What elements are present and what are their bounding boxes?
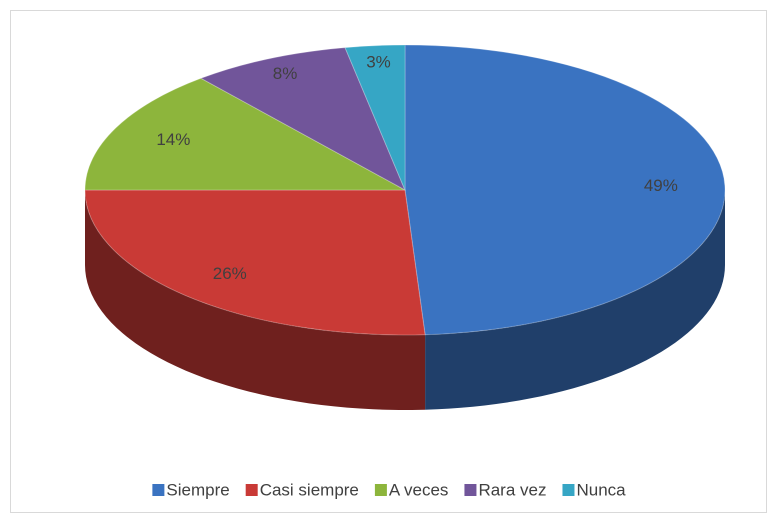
legend-label: A veces [389,480,449,499]
pie-slice [84,77,406,191]
legend-item: A veces [374,480,449,499]
pie-slice [84,189,426,336]
pie-slice [199,47,407,192]
legend-item: Nunca [562,480,626,499]
pie-slice [344,44,406,191]
legend-swatch [374,484,387,496]
data-label: 3% [366,52,391,71]
legend-label: Casi siempre [260,480,359,499]
pie-side [85,190,426,410]
legend-swatch [152,484,165,496]
pie-tops [84,44,726,336]
data-label: 14% [156,130,190,149]
pie-side [425,190,725,410]
legend-swatch [245,484,258,496]
legend-item: Siempre [152,480,230,499]
data-label: 49% [644,176,678,195]
data-labels: 49% 26% 14% 8% 3% [156,52,678,283]
legend-label: Siempre [166,480,229,499]
data-label: 8% [273,64,298,83]
legend-label: Rara vez [478,480,546,499]
pie-slice [404,44,726,336]
data-label: 26% [213,264,247,283]
legend-swatch [562,484,575,496]
legend-item: Casi siempre [245,480,359,499]
legend: Siempre Casi siempre A veces Rara vez Nunca [152,480,626,499]
legend-item: Rara vez [464,480,546,499]
legend-label: Nunca [576,480,626,499]
pie-sides [85,190,725,410]
legend-swatch [464,484,477,496]
